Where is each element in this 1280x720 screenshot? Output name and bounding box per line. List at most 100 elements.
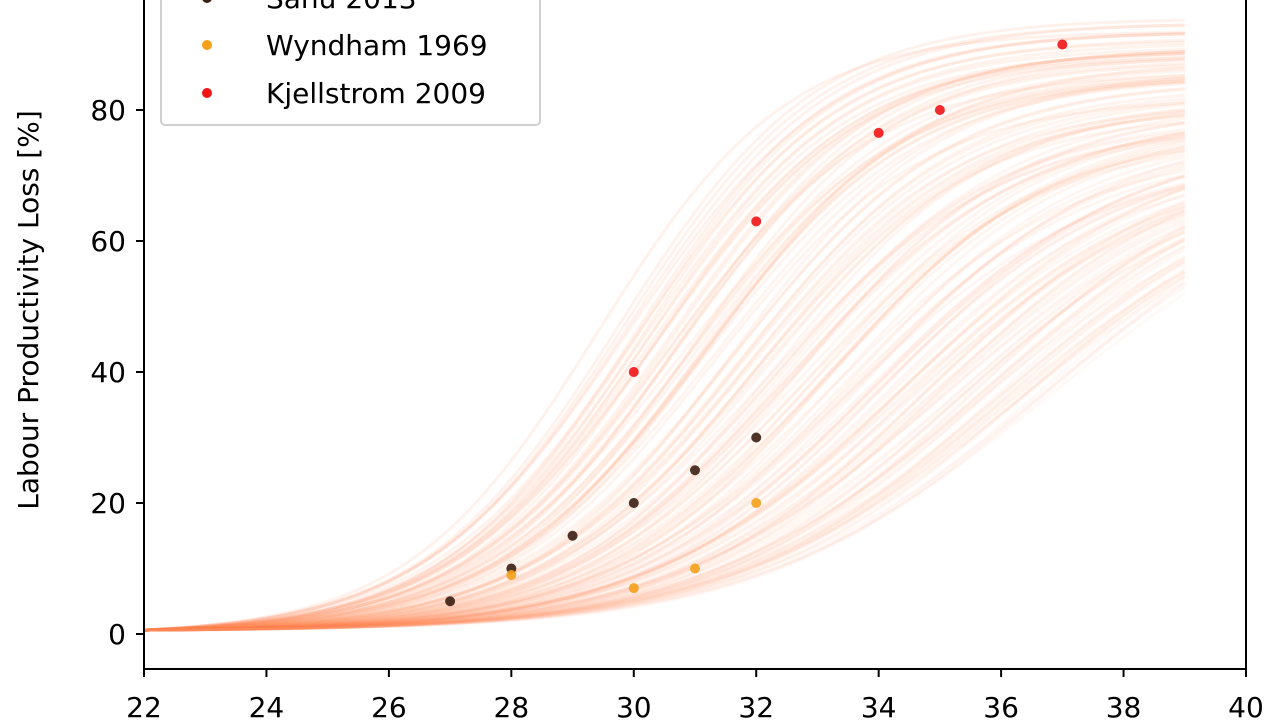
ensemble-curve: [144, 74, 1185, 632]
ensemble-curve: [144, 77, 1185, 632]
ensemble-curve: [144, 40, 1185, 632]
ensemble-curve: [144, 56, 1185, 632]
data-point-sahu-2013: [445, 596, 456, 607]
ensemble-curve: [144, 32, 1185, 632]
ensemble-curve: [144, 184, 1186, 632]
x-tick-label: 40: [1228, 691, 1264, 720]
ensemble-curve: [144, 79, 1185, 632]
ensemble-curve: [144, 82, 1185, 632]
ensemble-curve: [144, 235, 1186, 632]
ensemble-curve: [144, 81, 1185, 632]
ensemble-curve: [144, 248, 1186, 632]
x-tick-label: 24: [249, 691, 285, 720]
ensemble-curve: [144, 183, 1186, 632]
ensemble-curve: [144, 67, 1185, 632]
ensemble-curve: [144, 186, 1186, 632]
ensemble-curve: [144, 202, 1186, 632]
ensemble-curve: [144, 130, 1185, 632]
ensemble-curve: [144, 74, 1185, 632]
ensemble-curve: [144, 110, 1185, 632]
ensemble-curve: [144, 266, 1186, 632]
legend-label: Kjellstrom 2009: [266, 77, 486, 110]
ensemble-curve: [144, 137, 1185, 632]
ensemble-curve: [144, 204, 1186, 632]
ensemble-curve: [144, 107, 1185, 632]
data-points: [445, 39, 1068, 607]
data-point-kjellstrom-2009: [628, 367, 639, 377]
ensemble-curve: [144, 186, 1186, 632]
ensemble-curve: [144, 65, 1185, 632]
ensemble-curve: [144, 113, 1185, 632]
data-point-kjellstrom-2009: [751, 216, 762, 227]
x-tick-label: 32: [738, 691, 774, 720]
ensemble-curve: [144, 275, 1186, 632]
ensemble-curve: [144, 173, 1186, 632]
ensemble-curve: [144, 292, 1186, 632]
ensemble-curve: [144, 282, 1186, 632]
ensemble-curve: [144, 132, 1186, 632]
x-tick-label: 28: [494, 691, 530, 720]
x-tick-label: 36: [983, 691, 1019, 720]
ensemble-curve: [144, 147, 1186, 632]
ensemble-curve: [144, 237, 1186, 632]
ensemble-curve: [144, 131, 1186, 632]
ensemble-curve: [144, 50, 1185, 632]
ensemble-curve: [144, 48, 1185, 632]
model-ensemble-band: [144, 18, 1186, 632]
legend-marker: [202, 0, 212, 3]
ensemble-curve: [144, 79, 1185, 632]
ensemble-curve: [144, 280, 1186, 632]
ensemble-curve: [144, 217, 1186, 632]
legend: Sahu 2013 Wyndham 1969 Kjellstrom 2009: [160, 0, 541, 126]
ensemble-curve: [144, 260, 1186, 632]
x-tick-label: 34: [861, 691, 897, 720]
ensemble-curve: [144, 174, 1186, 632]
data-point-sahu-2013: [628, 498, 639, 508]
ensemble-curve: [144, 144, 1186, 632]
ensemble-curve: [144, 269, 1186, 632]
ensemble-curve: [144, 169, 1186, 632]
ensemble-curve: [144, 76, 1185, 632]
ensemble-curve: [144, 145, 1186, 632]
ensemble-curve: [144, 138, 1186, 632]
ensemble-curve: [144, 136, 1185, 632]
ensemble-curve: [144, 108, 1185, 632]
ensemble-curve: [144, 255, 1186, 632]
ensemble-curve: [144, 79, 1185, 632]
ensemble-curve: [144, 226, 1186, 632]
ensemble-curve: [144, 128, 1185, 632]
data-point-wyndham-1969: [628, 583, 639, 594]
ensemble-curve: [144, 275, 1186, 632]
y-axis-title: Labour Productivity Loss [%]: [12, 110, 45, 509]
ensemble-curve: [144, 183, 1186, 632]
ensemble-curve: [144, 163, 1186, 632]
axes: [143, 0, 1247, 670]
data-point-sahu-2013: [690, 465, 700, 476]
ensemble-curve: [144, 58, 1185, 632]
legend-marker: [202, 88, 212, 98]
ensemble-curve: [144, 206, 1186, 632]
data-point-wyndham-1969: [506, 570, 517, 581]
ensemble-curve: [144, 93, 1185, 632]
ensemble-curve: [144, 77, 1185, 632]
data-point-sahu-2013: [751, 432, 762, 443]
ensemble-curve: [144, 259, 1186, 632]
ensemble-curve: [144, 226, 1186, 632]
ensemble-curve: [144, 204, 1186, 632]
ensemble-curve: [144, 230, 1186, 632]
ensemble-curve: [144, 146, 1186, 632]
ensemble-curve: [144, 52, 1185, 632]
ensemble-curve: [144, 121, 1186, 632]
ensemble-curve: [144, 159, 1186, 632]
ensemble-curve: [144, 181, 1186, 632]
ensemble-curve: [144, 199, 1186, 632]
ensemble-curve: [144, 116, 1186, 632]
data-point-kjellstrom-2009: [934, 105, 945, 115]
legend-box: [160, 0, 541, 126]
ensemble-curve: [144, 186, 1186, 632]
y-tick-label: 0: [108, 618, 126, 651]
ensemble-curve: [144, 224, 1186, 632]
ensemble-curve: [144, 149, 1186, 632]
ensemble-curve: [144, 155, 1186, 632]
ensemble-curve: [144, 114, 1185, 632]
